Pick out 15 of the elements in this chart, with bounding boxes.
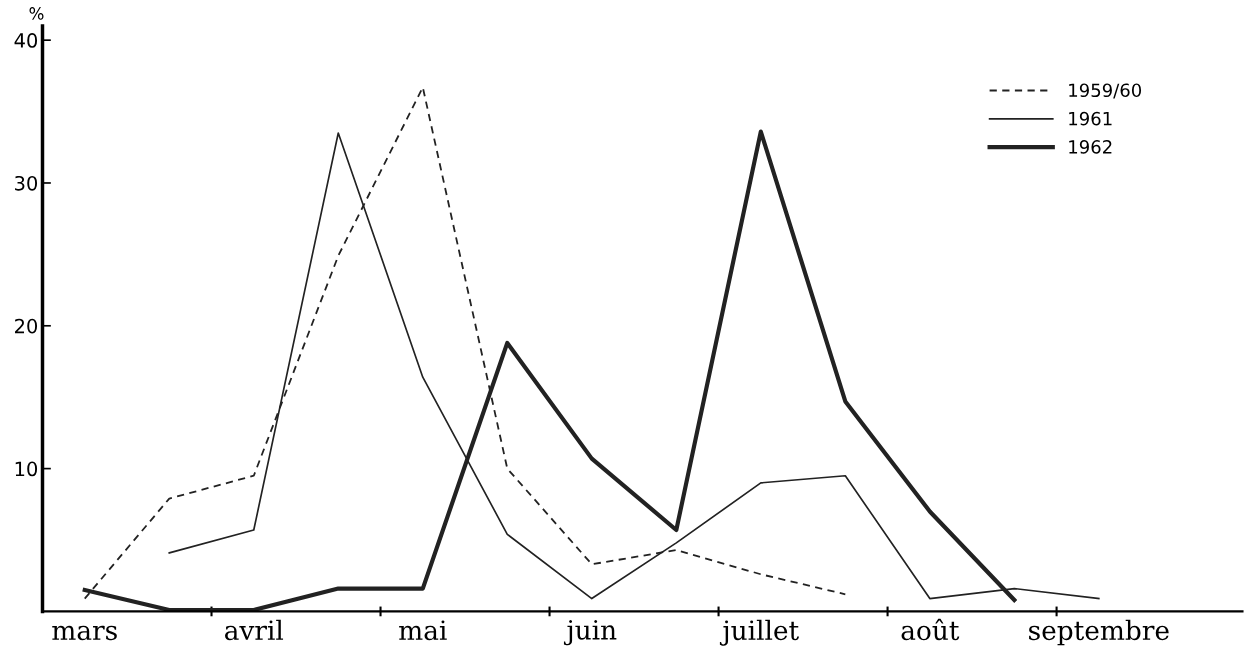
x-tick-label: septembre [1029,619,1169,646]
y-tick-label: 30 [15,175,38,191]
x-tick-label: juin [563,620,617,646]
y-tick-label: 40 [14,33,38,48]
x-tick-label: mai [399,620,447,641]
legend-label: 1959/60 [1069,83,1142,99]
legend-label: 1961 [1069,111,1112,126]
y-tick-label: 10 [15,461,38,477]
legend-label: 1962 [1069,140,1112,154]
x-tick-label: août [901,618,960,641]
x-tick-label: mars [52,625,117,641]
x-tick-label: avril [225,619,284,641]
y-tick-label: 20 [15,318,38,334]
y-axis-title: % [29,7,44,20]
x-tick-label: juillet [719,619,799,646]
